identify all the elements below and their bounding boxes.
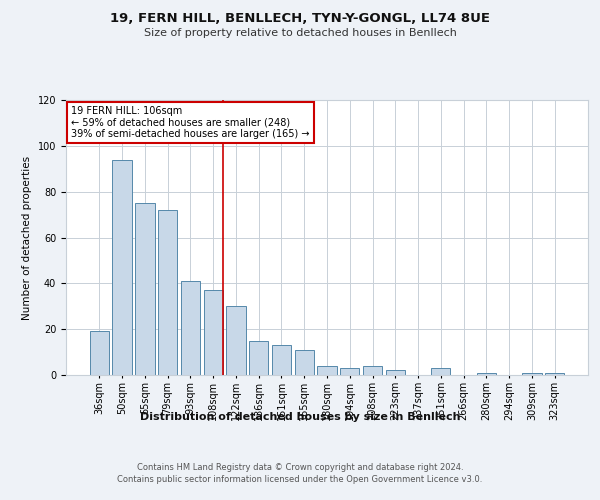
Bar xyxy=(476,372,496,375)
Text: Contains HM Land Registry data © Crown copyright and database right 2024.
Contai: Contains HM Land Registry data © Crown c… xyxy=(118,462,482,484)
Bar xyxy=(431,368,451,375)
Text: Size of property relative to detached houses in Benllech: Size of property relative to detached ho… xyxy=(143,28,457,38)
Bar xyxy=(90,332,109,375)
Bar xyxy=(363,366,382,375)
Bar xyxy=(249,340,268,375)
Bar xyxy=(135,203,155,375)
Bar xyxy=(340,368,359,375)
Text: 19 FERN HILL: 106sqm
← 59% of detached houses are smaller (248)
39% of semi-deta: 19 FERN HILL: 106sqm ← 59% of detached h… xyxy=(71,106,310,138)
Y-axis label: Number of detached properties: Number of detached properties xyxy=(22,156,32,320)
Text: Distribution of detached houses by size in Benllech: Distribution of detached houses by size … xyxy=(140,412,460,422)
Bar xyxy=(522,372,542,375)
Bar xyxy=(112,160,132,375)
Bar xyxy=(545,372,564,375)
Bar xyxy=(181,281,200,375)
Bar xyxy=(226,306,245,375)
Bar xyxy=(203,290,223,375)
Bar xyxy=(295,350,314,375)
Bar xyxy=(386,370,405,375)
Bar xyxy=(317,366,337,375)
Text: 19, FERN HILL, BENLLECH, TYN-Y-GONGL, LL74 8UE: 19, FERN HILL, BENLLECH, TYN-Y-GONGL, LL… xyxy=(110,12,490,26)
Bar xyxy=(158,210,178,375)
Bar xyxy=(272,345,291,375)
